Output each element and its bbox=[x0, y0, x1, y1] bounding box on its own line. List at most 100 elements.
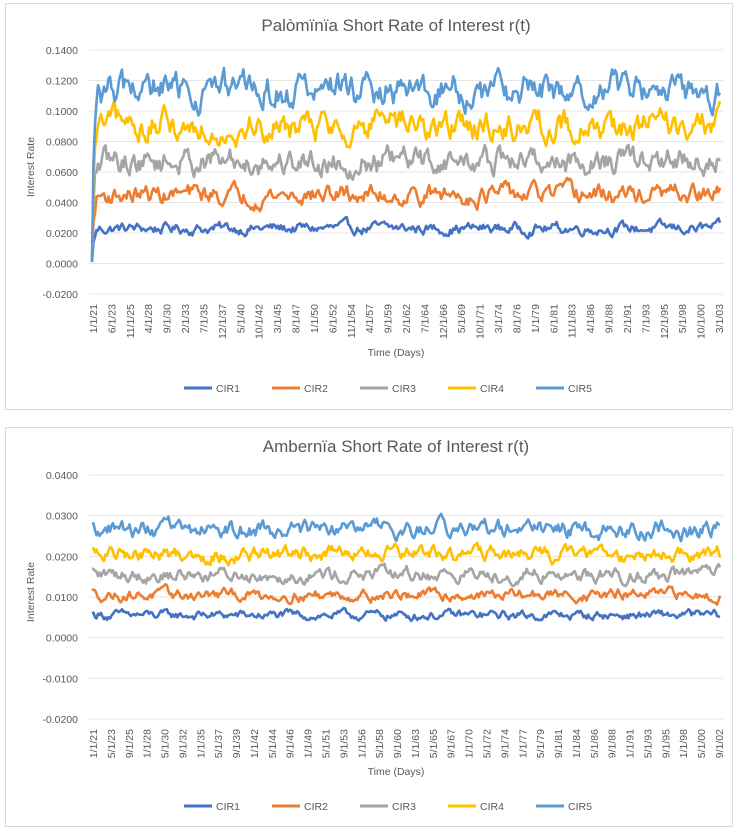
x-tick-label: 5/1/86 bbox=[589, 729, 601, 758]
x-tick-label: 5/1/93 bbox=[642, 729, 654, 758]
x-tick-label: 3/1/45 bbox=[272, 304, 284, 333]
x-tick-label: 11/1/25 bbox=[125, 304, 137, 338]
x-tick-label: 9/1/02 bbox=[714, 729, 726, 758]
x-tick-label: 11/1/54 bbox=[346, 304, 358, 338]
legend-label-cir3: CIR3 bbox=[392, 383, 416, 395]
x-tick-label: 8/1/47 bbox=[291, 304, 303, 333]
x-tick-label: 2/1/62 bbox=[401, 304, 413, 333]
x-tick-label: 4/1/57 bbox=[364, 304, 376, 333]
series-line-cir4 bbox=[91, 541, 722, 567]
x-tick-label: 6/1/81 bbox=[548, 304, 560, 333]
legend-label-cir4: CIR4 bbox=[480, 801, 504, 813]
y-tick-label: 0.0400 bbox=[46, 470, 78, 482]
series-line-cir1 bbox=[91, 606, 721, 623]
chart-panel-ambernia: Ambernïa Short Rate of Interest r(t) 0.04… bbox=[5, 427, 733, 827]
chart-title: Palòmïnïa Short Rate of Interest r(t) bbox=[261, 16, 530, 35]
x-tick-label: 4/1/86 bbox=[585, 304, 597, 333]
x-tick-label: 9/1/88 bbox=[604, 304, 616, 333]
x-axis-label: Time (Days) bbox=[368, 347, 425, 359]
series-line-cir2 bbox=[90, 176, 722, 263]
y-tick-label: 0.1000 bbox=[46, 106, 78, 118]
legend-label-cir1: CIR1 bbox=[216, 801, 240, 813]
y-tick-label: 0.0800 bbox=[46, 137, 78, 149]
legend-label-cir3: CIR3 bbox=[392, 801, 416, 813]
x-tick-label: 9/1/25 bbox=[124, 729, 136, 758]
y-tick-label: 0.0600 bbox=[46, 167, 78, 179]
x-tick-label: 1/1/91 bbox=[625, 729, 637, 758]
series-line-cir5 bbox=[90, 66, 722, 263]
x-tick-label: 6/1/52 bbox=[327, 304, 339, 333]
x-tick-label: 1/1/56 bbox=[356, 729, 368, 758]
x-tick-label: 1/1/35 bbox=[195, 729, 207, 758]
x-tick-label: 9/1/95 bbox=[660, 729, 672, 758]
y-tick-label: 0.1200 bbox=[46, 76, 78, 88]
legend-label-cir4: CIR4 bbox=[480, 383, 504, 395]
x-tick-label: 5/1/58 bbox=[374, 729, 386, 758]
x-tick-label: 4/1/28 bbox=[143, 304, 155, 333]
series-line-cir5 bbox=[91, 512, 721, 543]
y-tick-label: 0.0100 bbox=[46, 592, 78, 604]
y-tick-label: 0.0000 bbox=[46, 259, 78, 271]
y-axis-label: Interest Rate bbox=[25, 137, 37, 197]
x-tick-label: 2/1/33 bbox=[180, 304, 192, 333]
x-tick-label: 8/1/76 bbox=[511, 304, 523, 333]
legend-label-cir2: CIR2 bbox=[304, 801, 328, 813]
x-tick-label: 9/1/81 bbox=[553, 729, 565, 758]
x-tick-label: 1/1/79 bbox=[530, 304, 542, 333]
x-tick-label: 9/1/74 bbox=[499, 729, 511, 758]
x-tick-label: 7/1/93 bbox=[640, 304, 652, 333]
x-tick-label: 9/1/60 bbox=[392, 729, 404, 758]
x-tick-label: 3/1/03 bbox=[714, 304, 726, 333]
y-tick-label: 0.0300 bbox=[46, 511, 78, 523]
legend-label-cir5: CIR5 bbox=[568, 801, 592, 813]
x-tick-label: 1/1/98 bbox=[678, 729, 690, 758]
x-tick-label: 1/1/28 bbox=[142, 729, 154, 758]
series-line-cir4 bbox=[90, 98, 722, 263]
x-tick-label: 1/1/50 bbox=[309, 304, 321, 333]
x-tick-label: 7/1/64 bbox=[419, 304, 431, 333]
x-tick-label: 5/1/00 bbox=[696, 729, 708, 758]
x-tick-label: 11/1/83 bbox=[567, 304, 579, 338]
y-tick-label: 0.0200 bbox=[46, 551, 78, 563]
chart-ambernia-svg: Ambernïa Short Rate of Interest r(t) 0.04… bbox=[25, 437, 726, 813]
x-tick-label: 5/1/30 bbox=[160, 729, 172, 758]
series-line-cir3 bbox=[91, 562, 722, 588]
legend-label-cir5: CIR5 bbox=[568, 383, 592, 395]
x-tick-label: 5/1/69 bbox=[456, 304, 468, 333]
legend-label-cir1: CIR1 bbox=[216, 383, 240, 395]
series-line-cir3 bbox=[90, 143, 722, 263]
x-tick-label: 10/1/42 bbox=[254, 304, 266, 339]
x-tick-label: 5/1/72 bbox=[481, 729, 493, 758]
x-tick-label: 9/1/46 bbox=[285, 729, 297, 758]
y-tick-label: -0.0200 bbox=[42, 289, 78, 301]
legend-label-cir2: CIR2 bbox=[304, 383, 328, 395]
x-tick-label: 5/1/51 bbox=[321, 729, 333, 758]
x-tick-label: 1/1/49 bbox=[303, 729, 315, 758]
chart-title: Ambernïa Short Rate of Interest r(t) bbox=[263, 437, 529, 456]
x-tick-label: 9/1/30 bbox=[162, 304, 174, 333]
x-tick-label: 5/1/37 bbox=[213, 729, 225, 758]
x-tick-label: 9/1/39 bbox=[231, 729, 243, 758]
x-tick-label: 5/1/23 bbox=[106, 729, 118, 758]
x-tick-label: 1/1/77 bbox=[517, 729, 529, 758]
x-tick-label: 1/1/84 bbox=[571, 729, 583, 758]
x-tick-label: 9/1/32 bbox=[177, 729, 189, 758]
x-tick-label: 1/1/63 bbox=[410, 729, 422, 758]
x-tick-label: 1/1/42 bbox=[249, 729, 261, 758]
x-tick-label: 5/1/65 bbox=[428, 729, 440, 758]
x-tick-label: 9/1/67 bbox=[446, 729, 458, 758]
chart-panel-palominia: Palòmïnïa Short Rate of Interest r(t) 0.1… bbox=[5, 3, 733, 410]
series-line-cir2 bbox=[91, 583, 722, 606]
x-tick-label: 5/1/98 bbox=[677, 304, 689, 333]
x-tick-label: 5/1/40 bbox=[235, 304, 247, 333]
x-tick-label: 2/1/91 bbox=[622, 304, 634, 333]
y-tick-label: 0.1400 bbox=[46, 45, 78, 57]
x-tick-label: 10/1/00 bbox=[696, 304, 708, 339]
x-tick-label: 1/1/21 bbox=[88, 729, 100, 758]
y-tick-label: 0.0200 bbox=[46, 228, 78, 240]
chart-palominia-svg: Palòmïnïa Short Rate of Interest r(t) 0.1… bbox=[25, 16, 726, 395]
x-tick-label: 9/1/88 bbox=[607, 729, 619, 758]
x-axis-label: Time (Days) bbox=[368, 766, 425, 778]
x-tick-label: 5/1/79 bbox=[535, 729, 547, 758]
x-tick-label: 7/1/35 bbox=[198, 304, 210, 333]
